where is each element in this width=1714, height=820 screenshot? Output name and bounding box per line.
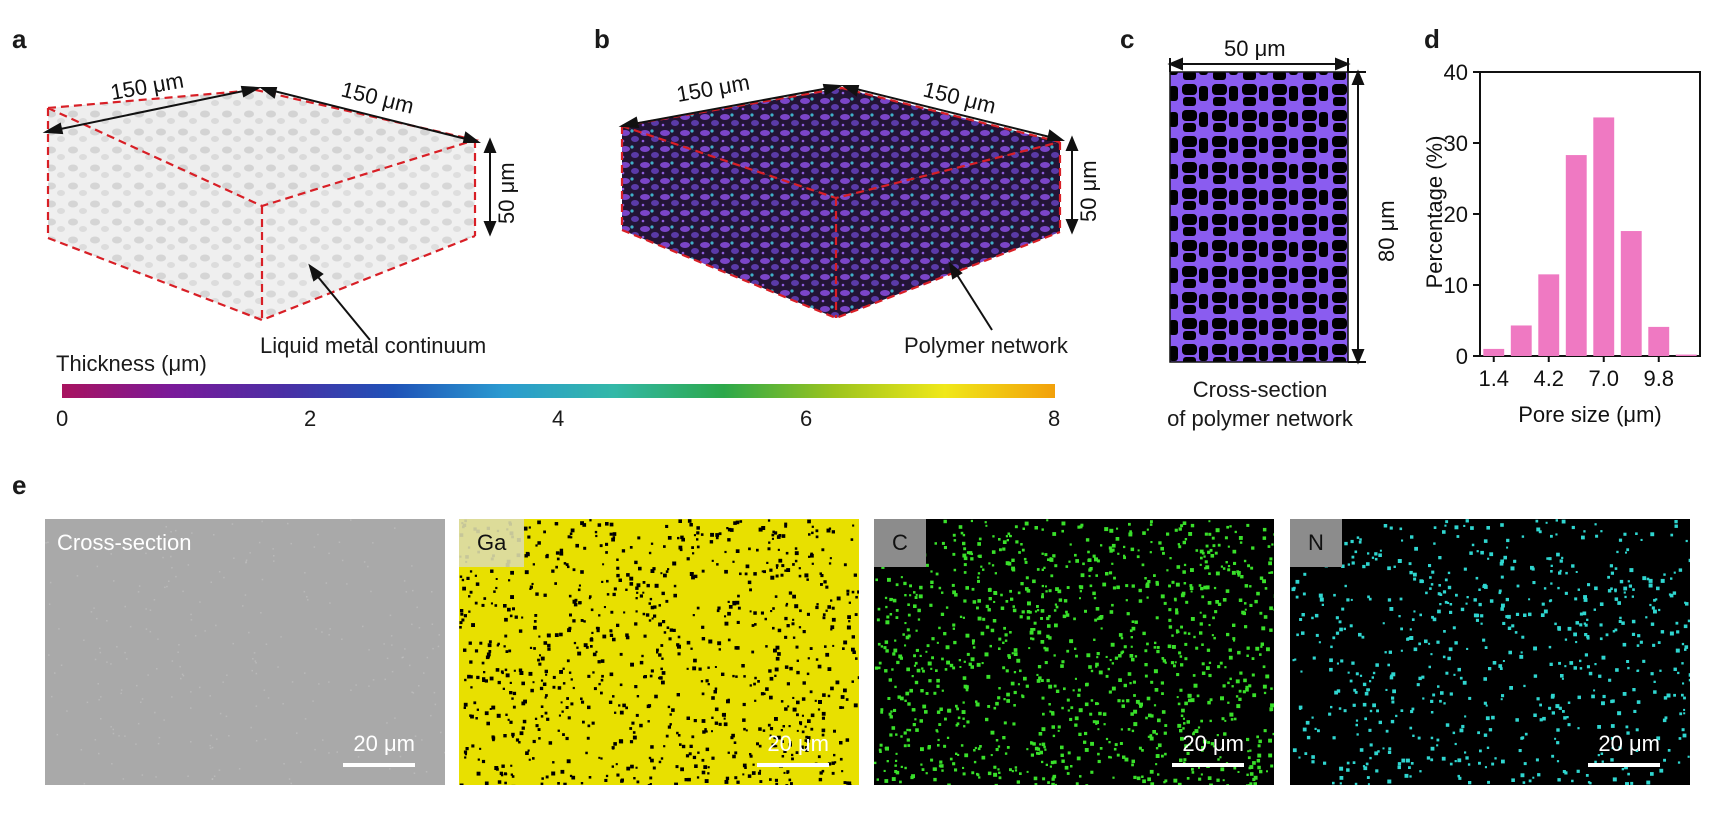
- panel-c-width-label: 50 μm: [1224, 36, 1286, 61]
- eds-map-c: C 20 μm: [874, 519, 1274, 785]
- scale-bar-ga: [757, 763, 829, 767]
- chart-plot-frame: [1479, 71, 1701, 357]
- chart-bar: [1675, 354, 1697, 356]
- eds-map-ga: Ga 20 μm: [459, 519, 859, 785]
- panel-c-caption-line2: of polymer network: [1167, 406, 1353, 431]
- panel-label-b: b: [594, 24, 610, 54]
- block-b-left-face: [622, 126, 836, 318]
- colorbar-tick-0: 0: [56, 406, 69, 431]
- scale-bar-label-c: 20 μm: [1182, 731, 1244, 756]
- scale-bar-n: [1588, 763, 1660, 767]
- colorbar-title: Thickness (μm): [56, 351, 207, 376]
- panel-a-block-diagram: 150 μm 150 μm 50 μm: [42, 67, 519, 341]
- panel-label-e: e: [12, 470, 27, 500]
- chart-bar: [1510, 325, 1532, 356]
- panel-c-caption-line1: Cross-section: [1192, 377, 1328, 402]
- chart-y-tick-label: 0: [1456, 344, 1468, 369]
- chart-y-tick-label: 10: [1444, 273, 1468, 298]
- chart-x-tick-label: 1.4: [1478, 366, 1509, 391]
- scale-bar-label-ga: 20 μm: [767, 731, 829, 756]
- block-a-dimension-arrows: [42, 85, 497, 341]
- map-cross-section-texture: [45, 519, 445, 785]
- panel-a-annotation: Liquid metal continuum: [260, 333, 487, 358]
- scale-bar-cross-section: [343, 763, 415, 767]
- eds-map-n: N 20 μm: [1290, 519, 1690, 785]
- chart-y-tick-label: 20: [1444, 202, 1468, 227]
- colorbar-tick-4: 4: [552, 406, 565, 431]
- panel-d-bar-chart: Percentage (%) Pore size (μm) 0 10 20 30 40 1…: [1422, 60, 1701, 427]
- panel-label-a: a: [12, 24, 27, 54]
- chart-bar: [1483, 348, 1505, 356]
- chart-x-tick-label: 4.2: [1533, 366, 1564, 391]
- panel-c-dimension-arrows: [1167, 57, 1366, 365]
- map-n-texture: [1290, 519, 1690, 785]
- colorbar-gradient: [62, 384, 1055, 398]
- map-tag-n: N: [1290, 519, 1342, 567]
- panel-c-height-label: 80 μm: [1374, 200, 1399, 262]
- map-ga-texture: [459, 519, 859, 785]
- panel-b-dim-left: 150 μm: [675, 69, 752, 106]
- block-a-left-face: [48, 108, 262, 320]
- block-a-top-face: [48, 90, 475, 206]
- block-b-right-face: [836, 142, 1060, 318]
- eds-map-cross-section: Cross-section 20 μm: [45, 519, 445, 785]
- scale-bar-c: [1172, 763, 1244, 767]
- panel-b-block-diagram: 150 μm 150 μm 50 μm: [618, 69, 1101, 331]
- map-tag-cross-section: Cross-section: [57, 530, 192, 555]
- chart-bar: [1538, 274, 1560, 356]
- panel-b-dim-height: 50 μm: [1076, 160, 1101, 222]
- map-tag-ga: Ga: [459, 519, 525, 567]
- map-tag-c: C: [874, 519, 926, 567]
- chart-x-axis-label: Pore size (μm): [1518, 402, 1661, 427]
- block-b-top-face: [622, 88, 1060, 198]
- panel-label-d: d: [1424, 24, 1440, 54]
- colorbar-tick-8: 8: [1048, 406, 1061, 431]
- colorbar-tick-6: 6: [800, 406, 813, 431]
- block-b-outline: [620, 86, 1062, 320]
- chart-bar: [1593, 117, 1615, 356]
- scale-bar-label-n: 20 μm: [1598, 731, 1660, 756]
- panel-label-c: c: [1120, 24, 1135, 54]
- panel-b-annotation: Polymer network: [904, 333, 1068, 358]
- chart-bar: [1620, 231, 1642, 356]
- chart-x-tick-label: 7.0: [1588, 366, 1619, 391]
- chart-bar: [1565, 155, 1587, 356]
- panel-a-dim-height: 50 μm: [494, 162, 519, 224]
- cross-section-image: [1169, 71, 1349, 363]
- chart-bar: [1648, 326, 1670, 356]
- chart-y-tick-label: 40: [1444, 60, 1468, 85]
- chart-y-tick-label: 30: [1444, 131, 1468, 156]
- block-b-dimension-arrows: [618, 83, 1079, 331]
- panel-c-cross-section: 50 μm 80 μm: [1167, 36, 1399, 365]
- chart-y-axis-label: Percentage (%): [1422, 136, 1447, 289]
- chart-x-tick-label: 9.8: [1643, 366, 1674, 391]
- scale-bar-label-cross-section: 20 μm: [353, 731, 415, 756]
- colorbar-tick-2: 2: [304, 406, 317, 431]
